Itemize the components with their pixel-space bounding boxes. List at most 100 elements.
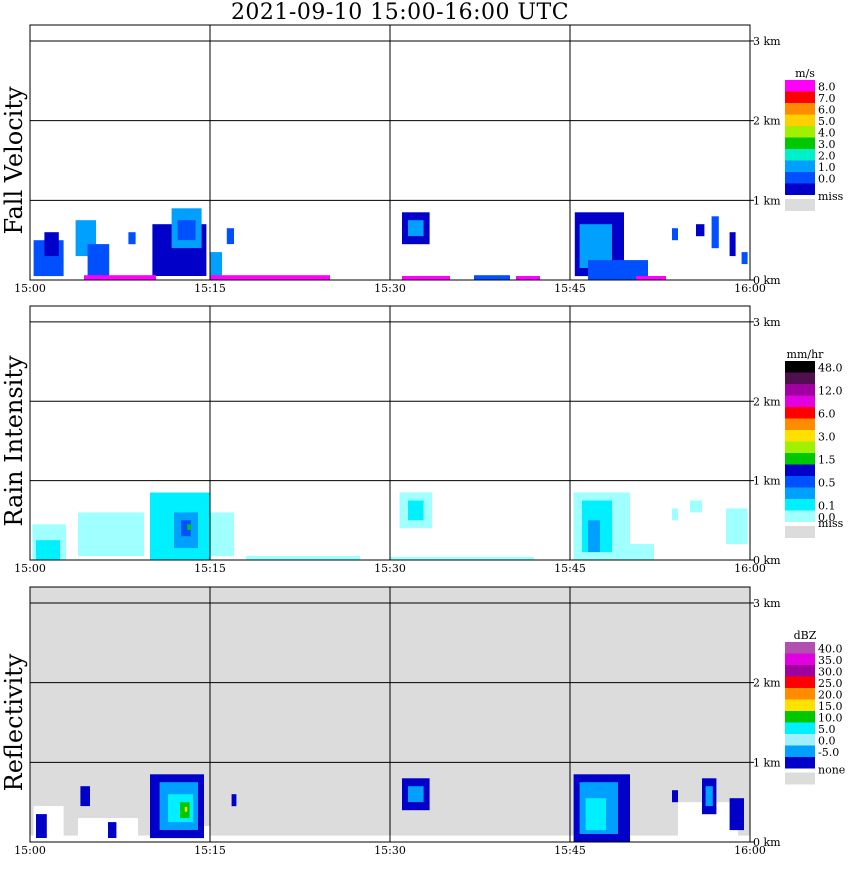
colorbar-label: 0.1 bbox=[818, 500, 836, 513]
colorbar-swatch bbox=[785, 476, 815, 488]
x-tick-label: 15:45 bbox=[554, 282, 586, 295]
colorbar-swatch bbox=[785, 653, 815, 665]
echo-cell bbox=[246, 556, 360, 560]
echo-cell bbox=[84, 275, 156, 280]
colorbar-swatch bbox=[785, 183, 815, 195]
echo-cell bbox=[231, 794, 237, 807]
x-tick-label: 16:00 bbox=[734, 844, 766, 857]
x-tick-label: 15:00 bbox=[14, 844, 46, 857]
panel-2: 0 km 1 km 2 km 3 km 15:00 15:15 15:30 15:45 16:0… bbox=[0, 305, 844, 575]
y-tick-label: 0 km bbox=[753, 274, 781, 287]
colorbar-missing-swatch bbox=[785, 526, 815, 538]
colorbar-swatch bbox=[785, 676, 815, 688]
panel-1: 0 km 1 km 2 km 3 km 15:00 15:15 15:30 15:45 16:0… bbox=[0, 24, 844, 295]
colorbar-label: 5.0 bbox=[818, 723, 836, 736]
colorbar-swatch bbox=[785, 757, 815, 769]
colorbar-swatch bbox=[785, 160, 815, 172]
echo-cell bbox=[177, 220, 196, 241]
colorbar-swatch bbox=[785, 407, 815, 419]
x-tick-label: 15:00 bbox=[14, 282, 46, 295]
echo-cell bbox=[672, 508, 678, 521]
echo-cell bbox=[184, 806, 188, 812]
panel-3: 0 km 1 km 2 km 3 km 15:00 15:15 15:30 15:45 16:0… bbox=[0, 586, 845, 857]
echo-cell bbox=[80, 786, 90, 807]
plot-frame bbox=[29, 305, 751, 561]
echo-cell bbox=[210, 252, 222, 276]
colorbar-label: 0.0 bbox=[818, 511, 836, 524]
echo-cell bbox=[474, 275, 510, 280]
colorbar-label: 48.0 bbox=[818, 362, 843, 375]
y-tick-label: 3 km bbox=[753, 597, 781, 610]
echo-cell bbox=[729, 798, 744, 831]
echo-cell bbox=[585, 798, 606, 831]
colorbar-swatch bbox=[785, 418, 815, 430]
colorbar-label: -5.0 bbox=[818, 746, 839, 759]
y-tick-label: 3 km bbox=[753, 35, 781, 48]
echo-cell bbox=[588, 260, 648, 280]
colorbar-unit: dBZ bbox=[794, 629, 817, 642]
colorbar-swatch bbox=[785, 149, 815, 161]
colorbar-label: 1.5 bbox=[818, 454, 836, 467]
plot-frame bbox=[29, 24, 751, 281]
x-tick-label: 15:15 bbox=[194, 282, 226, 295]
colorbar-swatch bbox=[785, 510, 815, 522]
echo-cell bbox=[696, 224, 705, 237]
y-tick-label: 1 km bbox=[753, 756, 781, 769]
colorbar-label: 3.0 bbox=[818, 431, 836, 444]
echo-cell bbox=[36, 814, 47, 838]
colorbar-legend: dBZ40.035.030.025.020.015.010.05.00.0-5.… bbox=[785, 629, 845, 785]
colorbar-label: 0.0 bbox=[818, 173, 836, 186]
colorbar-swatch bbox=[785, 126, 815, 138]
colorbar-swatch bbox=[785, 487, 815, 499]
echo-cell bbox=[672, 228, 678, 241]
colorbar-label: 2.0 bbox=[818, 150, 836, 163]
y-tick-label: 2 km bbox=[753, 115, 781, 128]
x-tick-label: 16:00 bbox=[734, 282, 766, 295]
echo-cell bbox=[108, 822, 117, 838]
colorbar-swatch bbox=[785, 430, 815, 442]
x-tick-label: 16:00 bbox=[734, 562, 766, 575]
colorbar-label: 6.0 bbox=[818, 408, 836, 421]
echo-cell bbox=[128, 232, 136, 245]
colorbar-swatch bbox=[785, 137, 815, 149]
colorbar-unit: mm/hr bbox=[787, 348, 825, 361]
colorbar-swatch bbox=[785, 665, 815, 677]
colorbar-label: 35.0 bbox=[818, 654, 843, 667]
x-tick-label: 15:30 bbox=[374, 562, 406, 575]
echo-cell bbox=[636, 276, 666, 280]
y-tick-label: 0 km bbox=[753, 836, 781, 849]
y-tick-label: 2 km bbox=[753, 677, 781, 690]
x-tick-label: 15:30 bbox=[374, 844, 406, 857]
colorbar-swatch bbox=[785, 114, 815, 126]
echo-cell bbox=[672, 790, 678, 803]
colorbar-swatch bbox=[785, 688, 815, 700]
colorbar-swatch bbox=[785, 699, 815, 711]
echo-cell bbox=[78, 512, 144, 557]
colorbar-missing-label: miss bbox=[818, 517, 844, 530]
colorbar-swatch bbox=[785, 499, 815, 511]
x-tick-label: 15:45 bbox=[554, 562, 586, 575]
echo-cell bbox=[741, 252, 748, 265]
colorbar-swatch bbox=[785, 372, 815, 384]
colorbar-label: 40.0 bbox=[818, 643, 843, 656]
colorbar-swatch bbox=[785, 172, 815, 184]
colorbar-label: 12.0 bbox=[818, 385, 843, 398]
colorbar-label: 0.0 bbox=[818, 735, 836, 748]
colorbar-missing-swatch bbox=[785, 199, 815, 211]
echo-cell bbox=[390, 556, 534, 560]
x-tick-label: 15:15 bbox=[194, 844, 226, 857]
x-tick-label: 15:15 bbox=[194, 562, 226, 575]
echo-cell bbox=[36, 540, 60, 560]
colorbar-swatch bbox=[785, 80, 815, 92]
echo-cell bbox=[726, 508, 748, 545]
echo-cell bbox=[711, 216, 719, 249]
colorbar-label: 10.0 bbox=[818, 712, 843, 725]
echo-cell bbox=[44, 232, 59, 257]
y-tick-label: 3 km bbox=[753, 316, 781, 329]
echo-cell bbox=[402, 276, 450, 280]
colorbar-label: 4.0 bbox=[818, 127, 836, 140]
colorbar-label: 30.0 bbox=[818, 666, 843, 679]
